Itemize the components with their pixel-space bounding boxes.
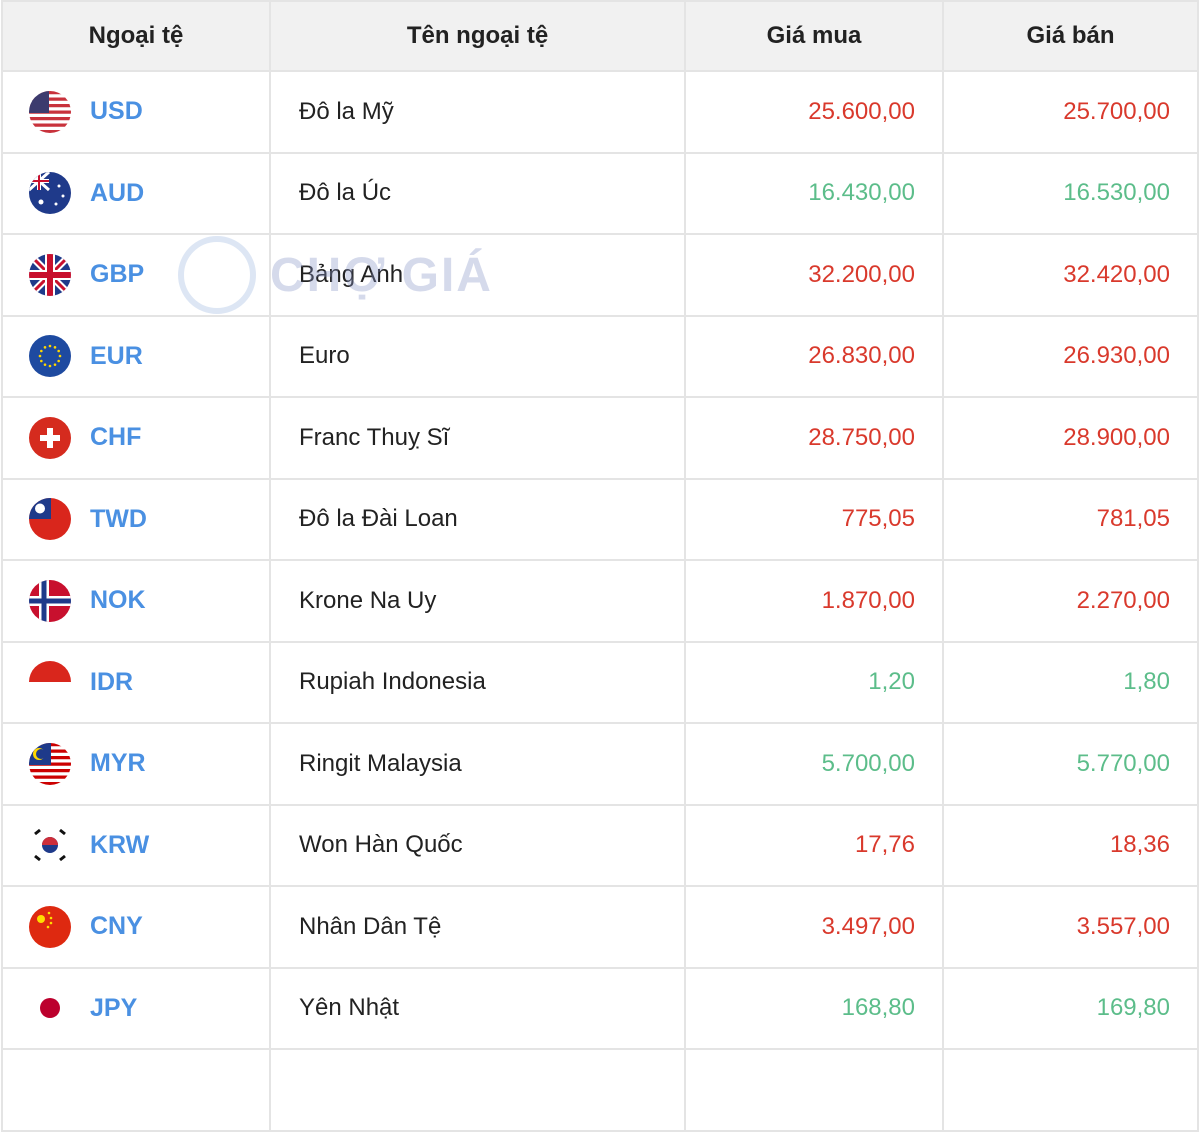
buy-price: 1.870,00 bbox=[684, 559, 944, 643]
buy-price: 3.497,00 bbox=[684, 885, 944, 969]
currency-name: Krone Na Uy bbox=[269, 559, 686, 643]
table-row: AUD Đô la Úc 16.430,00 16.530,00 bbox=[1, 151, 1199, 235]
currency-name: Yên Nhật bbox=[269, 966, 686, 1050]
sell-price: 32.420,00 bbox=[942, 233, 1199, 317]
sell-price: 169,80 bbox=[942, 966, 1199, 1050]
currency-name: Đô la Đài Loan bbox=[269, 477, 686, 561]
buy-price: 168,80 bbox=[684, 966, 944, 1050]
table-row: TWD Đô la Đài Loan 775,05 781,05 bbox=[1, 477, 1199, 561]
currency-cell: CNY bbox=[1, 885, 271, 969]
currency-name: Won Hàn Quốc bbox=[269, 803, 686, 887]
currency-code-link[interactable]: GBP bbox=[90, 260, 145, 289]
us-flag-icon bbox=[29, 90, 71, 133]
currency-cell: GBP bbox=[1, 233, 271, 317]
currency-code-link[interactable]: AUD bbox=[90, 178, 145, 207]
currency-code-link[interactable]: EUR bbox=[90, 341, 143, 370]
sell-price: 2.270,00 bbox=[942, 559, 1199, 643]
table-row: USD Đô la Mỹ 25.600,00 25.700,00 bbox=[1, 70, 1199, 154]
currency-code-link[interactable]: USD bbox=[90, 97, 143, 126]
header-currency: Ngoại tệ bbox=[1, 0, 271, 72]
header-sell: Giá bán bbox=[942, 0, 1199, 72]
buy-price: 5.700,00 bbox=[684, 722, 944, 806]
currency-name: Franc Thuỵ Sĩ bbox=[269, 396, 686, 480]
my-flag-icon bbox=[29, 742, 71, 785]
table-row: CNY Nhân Dân Tệ 3.497,00 3.557,00 bbox=[1, 885, 1199, 969]
sell-price: 5.770,00 bbox=[942, 722, 1199, 806]
sell-price: 781,05 bbox=[942, 477, 1199, 561]
sell-price: 3.557,00 bbox=[942, 885, 1199, 969]
id-flag-icon bbox=[29, 661, 71, 704]
buy-price: 25.600,00 bbox=[684, 70, 944, 154]
currency-code-link[interactable]: NOK bbox=[90, 586, 146, 615]
currency-code-link[interactable]: CHF bbox=[90, 423, 142, 452]
currency-code-link[interactable]: IDR bbox=[90, 667, 134, 696]
currency-name: Euro bbox=[269, 314, 686, 398]
sell-price: 25.700,00 bbox=[942, 70, 1199, 154]
eu-flag-icon bbox=[29, 335, 71, 378]
currency-name: Ringit Malaysia bbox=[269, 722, 686, 806]
currency-code-link[interactable]: MYR bbox=[90, 749, 146, 778]
jp-flag-icon bbox=[29, 987, 71, 1030]
table-row: EUR Euro 26.830,00 26.930,00 bbox=[1, 314, 1199, 398]
cn-flag-icon bbox=[29, 905, 71, 948]
currency-name: Đô la Mỹ bbox=[269, 70, 686, 154]
currency-cell: EUR bbox=[1, 314, 271, 398]
au-flag-icon bbox=[29, 172, 71, 215]
currency-cell: NOK bbox=[1, 559, 271, 643]
currency-name: Bảng Anh bbox=[269, 233, 686, 317]
currency-cell: IDR bbox=[1, 640, 271, 724]
buy-price: 775,05 bbox=[684, 477, 944, 561]
table-row: KRW Won Hàn Quốc 17,76 18,36 bbox=[1, 803, 1199, 887]
currency-code-link[interactable]: KRW bbox=[90, 830, 150, 859]
currency-cell: CHF bbox=[1, 396, 271, 480]
table-row: CHF Franc Thuỵ Sĩ 28.750,00 28.900,00 bbox=[1, 396, 1199, 480]
tw-flag-icon bbox=[29, 498, 71, 541]
header-buy: Giá mua bbox=[684, 0, 944, 72]
table-row-partial bbox=[1, 1048, 1199, 1132]
buy-price: 1,20 bbox=[684, 640, 944, 724]
kr-flag-icon bbox=[29, 824, 71, 867]
table-row: MYR Ringit Malaysia 5.700,00 5.770,00 bbox=[1, 722, 1199, 806]
currency-cell: TWD bbox=[1, 477, 271, 561]
table-row: IDR Rupiah Indonesia 1,20 1,80 bbox=[1, 640, 1199, 724]
sell-price: 1,80 bbox=[942, 640, 1199, 724]
buy-price: 26.830,00 bbox=[684, 314, 944, 398]
buy-price: 16.430,00 bbox=[684, 151, 944, 235]
buy-price: 17,76 bbox=[684, 803, 944, 887]
table-row: JPY Yên Nhật 168,80 169,80 bbox=[1, 966, 1199, 1050]
table-row: NOK Krone Na Uy 1.870,00 2.270,00 bbox=[1, 559, 1199, 643]
sell-price: 28.900,00 bbox=[942, 396, 1199, 480]
currency-name: Đô la Úc bbox=[269, 151, 686, 235]
currency-cell: AUD bbox=[1, 151, 271, 235]
buy-price: 32.200,00 bbox=[684, 233, 944, 317]
sell-price: 16.530,00 bbox=[942, 151, 1199, 235]
sell-price: 26.930,00 bbox=[942, 314, 1199, 398]
currency-code-link[interactable]: JPY bbox=[90, 993, 138, 1022]
currency-code-link[interactable]: TWD bbox=[90, 504, 147, 533]
header-currency-name: Tên ngoại tệ bbox=[269, 0, 686, 72]
ch-flag-icon bbox=[29, 416, 71, 459]
table-row: GBP Bảng Anh 32.200,00 32.420,00 bbox=[1, 233, 1199, 317]
currency-name: Rupiah Indonesia bbox=[269, 640, 686, 724]
buy-price: 28.750,00 bbox=[684, 396, 944, 480]
currency-cell: MYR bbox=[1, 722, 271, 806]
sell-price: 18,36 bbox=[942, 803, 1199, 887]
gb-flag-icon bbox=[29, 253, 71, 296]
currency-name: Nhân Dân Tệ bbox=[269, 885, 686, 969]
currency-cell: JPY bbox=[1, 966, 271, 1050]
currency-code-link[interactable]: CNY bbox=[90, 912, 143, 941]
currency-cell: KRW bbox=[1, 803, 271, 887]
no-flag-icon bbox=[29, 579, 71, 622]
table-header: Ngoại tệ Tên ngoại tệ Giá mua Giá bán bbox=[1, 0, 1199, 72]
currency-cell: USD bbox=[1, 70, 271, 154]
